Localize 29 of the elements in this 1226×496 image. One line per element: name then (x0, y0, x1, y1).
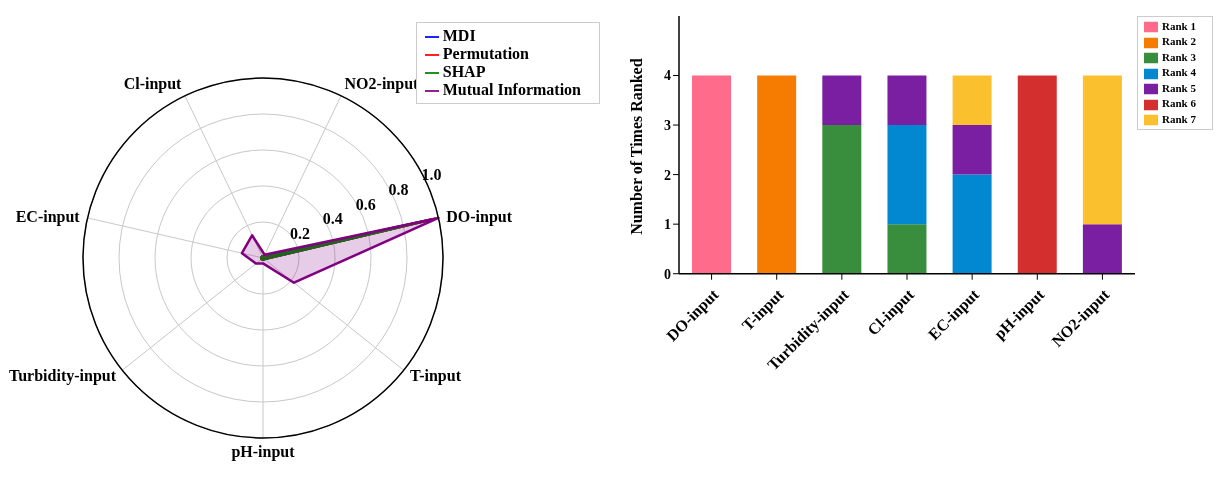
spoke-label: Turbidity-input (9, 366, 117, 385)
y-tick-label: 4 (664, 68, 671, 84)
legend-label: Rank 7 (1162, 112, 1196, 125)
y-tick-label: 1 (664, 217, 671, 233)
y-axis-title: Number of Times Ranked (627, 58, 645, 235)
legend-label: MDI (442, 27, 476, 44)
spoke-label: Cl-input (123, 74, 183, 93)
y-tick-label: 3 (664, 118, 671, 133)
legend-label: Rank 4 (1162, 66, 1196, 79)
legend-label: Permutation (442, 45, 529, 62)
spoke-label: NO2-input (344, 74, 420, 93)
y-tick-label: 0.2 (289, 224, 310, 242)
y-tick-label: 2 (664, 167, 671, 183)
legend-label: Rank 5 (1162, 81, 1196, 94)
legend-label: Rank 3 (1162, 50, 1196, 63)
legend-label: Rank 2 (1162, 35, 1196, 48)
y-tick-label: 0.6 (355, 195, 376, 213)
y-tick-label: 0.8 (388, 181, 409, 199)
spoke-label: DO-input (446, 207, 513, 226)
spoke-label: T-input (409, 366, 462, 385)
legend-label: Rank 6 (1162, 97, 1196, 110)
legend-label: SHAP (442, 63, 486, 80)
spoke-label: EC-input (15, 207, 81, 226)
y-tick-label: 1.0 (421, 166, 442, 184)
legend-label: Mutual Information (442, 81, 581, 98)
legend-label: Rank 1 (1162, 20, 1196, 32)
y-tick-label: 0 (664, 266, 671, 282)
y-tick-label: 0.4 (322, 210, 343, 228)
spoke-label: pH-input (231, 443, 296, 462)
